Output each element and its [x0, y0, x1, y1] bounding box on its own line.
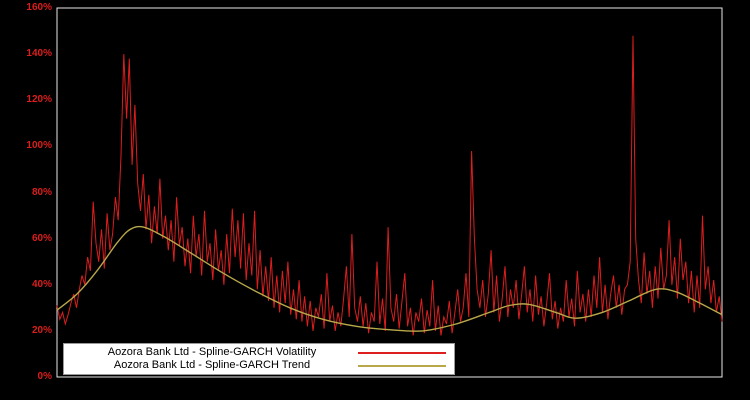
trend-line-swatch-icon: [358, 364, 446, 367]
y-tick-label: 40%: [31, 278, 52, 290]
y-tick-label: 80%: [31, 186, 52, 198]
volatility-series-line: [56, 35, 723, 336]
y-tick-label: 100%: [26, 140, 52, 152]
legend: Aozora Bank Ltd - Spline-GARCH Volatilit…: [63, 343, 455, 375]
trend-series-line: [56, 225, 723, 332]
y-tick-label: 120%: [26, 94, 52, 106]
legend-label-trend: Aozora Bank Ltd - Spline-GARCH Trend: [113, 359, 311, 371]
y-tick-label: 160%: [26, 2, 52, 13]
y-tick-label: 140%: [26, 48, 52, 60]
legend-label-volatility: Aozora Bank Ltd - Spline-GARCH Volatilit…: [107, 346, 317, 358]
y-tick-label: 0%: [37, 371, 52, 382]
y-tick-label: 20%: [31, 324, 52, 336]
legend-row-trend: Aozora Bank Ltd - Spline-GARCH Trend: [72, 359, 446, 372]
legend-row-volatility: Aozora Bank Ltd - Spline-GARCH Volatilit…: [72, 346, 446, 359]
y-tick-label: 60%: [31, 232, 52, 244]
volatility-line-swatch-icon: [358, 351, 446, 354]
plot-border: [56, 7, 723, 378]
